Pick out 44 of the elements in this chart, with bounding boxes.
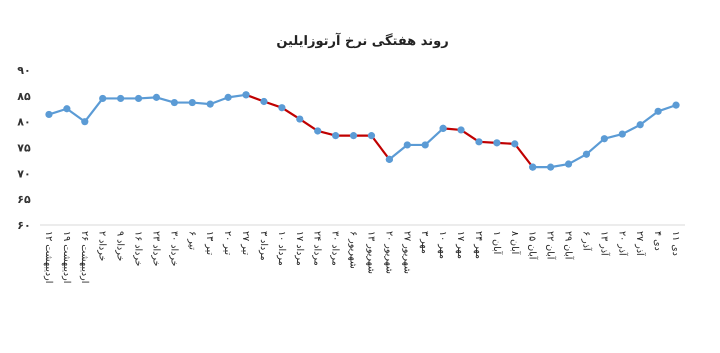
x-tick-label: ۹ خرداد	[114, 231, 126, 262]
x-tick-label: ۲۴ مرداد	[312, 231, 323, 266]
y-tick-label: ۸۵	[17, 90, 31, 103]
x-tick-label: ۲۰ تیر	[222, 231, 234, 256]
x-tick-label: ۱۶ خرداد	[132, 231, 144, 267]
y-tick-label: ۸۰	[17, 116, 31, 129]
y-tick-label: ۶۰	[17, 219, 31, 232]
x-tick-label: ۲۷ تیر	[240, 231, 252, 256]
x-tick-label: ۳۰ خرداد	[168, 231, 180, 267]
x-tick-label: ۲۹ آبان	[562, 231, 575, 260]
x-tick-label: ۱۳ شهریور	[365, 231, 376, 274]
x-tick-label: ۲۶ اردیبهشت	[78, 231, 90, 284]
x-tick-label: ۱۰ مرداد	[276, 231, 287, 266]
x-tick-label: ۱۲ اردیبهشت	[42, 231, 54, 284]
x-tick-label: ۱ آبان	[490, 231, 503, 255]
x-tick-label: ۸ آبان	[508, 231, 521, 255]
x-tick-label: ۱۳ آذر	[598, 231, 610, 256]
x-tick-label: ۲۷ شهریور	[401, 231, 412, 274]
x-tick-label: ۱۷ مهر	[455, 231, 466, 259]
x-tick-label: ۴ دی	[652, 231, 664, 251]
chart-title: روند هفتگی نرخ آرتوزایلین	[276, 32, 449, 49]
x-tick-label: ۶ آذر	[580, 231, 592, 251]
x-tick-label: ۲۰ آذر	[616, 231, 628, 256]
x-tick-label: ۳ مهر	[419, 231, 430, 254]
x-tick-label: ۳۰ مرداد	[330, 231, 341, 266]
x-tick-label: ۲۴ مهر	[472, 231, 484, 259]
x-tick-label: ۱۵ آبان	[526, 231, 539, 260]
x-tick-label: ۲۷ آذر	[634, 231, 646, 256]
x-tick-label: ۲۳ خرداد	[150, 231, 162, 267]
x-tick-label: ۲ خرداد	[96, 231, 108, 262]
x-tick-label: ۲۲ آبان	[544, 231, 557, 260]
x-tick-label: ۲۰ شهریور	[383, 231, 394, 274]
x-tick-label: ۱۰ مهر	[437, 231, 448, 259]
x-tick-label: ۱۹ اردیبهشت	[60, 231, 72, 284]
y-tick-label: ۶۵	[17, 193, 31, 206]
y-tick-label: ۹۰	[17, 64, 31, 77]
x-tick-label: ۶ تیر	[186, 231, 198, 250]
x-tick-label: ۱۱ دی	[670, 231, 682, 256]
y-tick-label: ۷۰	[17, 167, 31, 180]
y-tick-label: ۷۵	[17, 142, 31, 154]
x-tick-label: ۳ مرداد	[258, 231, 269, 261]
x-tick-label: ۱۳ تیر	[204, 231, 216, 256]
x-tick-label: ۱۷ مرداد	[294, 231, 305, 266]
x-tick-label: ۶ شهریور	[348, 231, 359, 269]
